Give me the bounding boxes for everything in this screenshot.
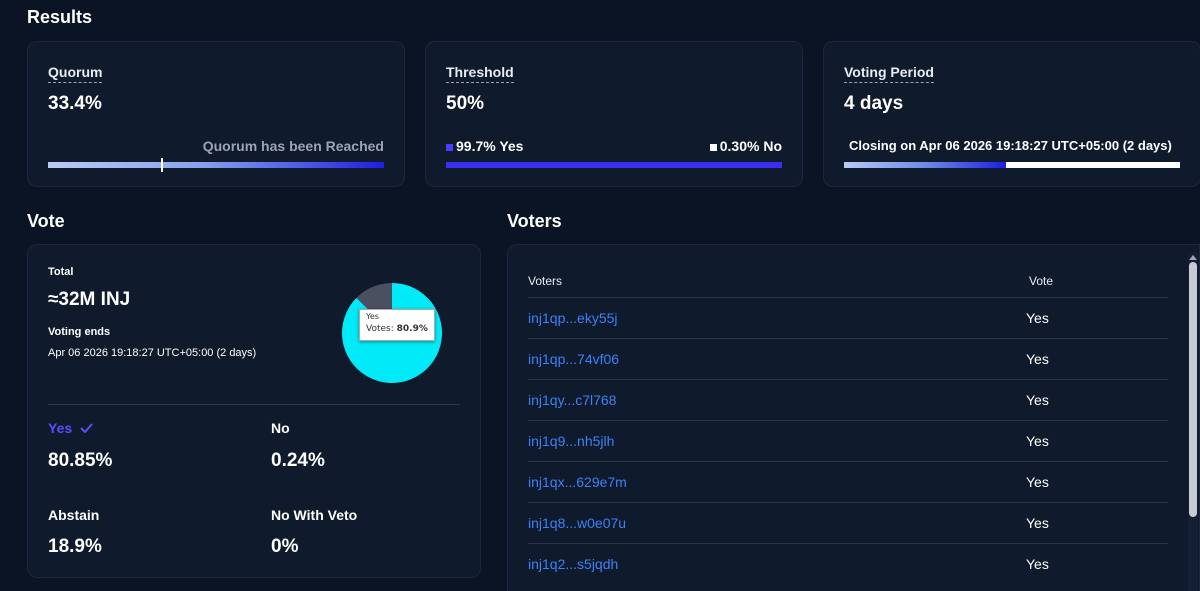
quorum-label[interactable]: Quorum <box>48 64 103 83</box>
voter-vote: Yes <box>1026 433 1049 449</box>
threshold-no: 0.30% No <box>709 138 782 154</box>
option-veto-label: No With Veto <box>271 507 358 523</box>
voter-vote: Yes <box>1026 351 1049 367</box>
threshold-yes: 99.7% Yes <box>446 138 523 154</box>
quorum-marker <box>161 158 163 172</box>
voting-period-bar <box>844 162 1180 168</box>
voting-period-value: 4 days <box>844 93 904 114</box>
voter-row: inj1q2...s5jqdh Yes <box>528 543 1168 584</box>
option-no-label: No <box>271 420 290 436</box>
threshold-no-label: 0.30% No <box>719 138 782 154</box>
voter-address-link[interactable]: inj1qp...74vf06 <box>528 351 620 367</box>
threshold-bar <box>446 162 782 168</box>
quorum-status: Quorum has been Reached <box>202 138 384 154</box>
voter-address-link[interactable]: inj1q9...nh5jlh <box>528 433 615 449</box>
vote-title: Vote <box>27 211 65 231</box>
voters-title: Voters <box>507 211 562 231</box>
yes-swatch-icon <box>446 143 453 151</box>
vote-card: Total ≈32M INJ Voting ends Apr 06 2026 1… <box>27 244 481 578</box>
quorum-card: Quorum 33.4% Quorum has been Reached <box>27 41 405 187</box>
option-abstain-label: Abstain <box>48 507 100 523</box>
voter-vote: Yes <box>1026 556 1049 572</box>
voter-row: inj1q9...nh5jlh Yes <box>528 420 1168 461</box>
voter-address-link[interactable]: inj1q2...s5jqdh <box>528 556 619 572</box>
voters-card: Voters Vote inj1qp...eky55j Yes inj1qp...7… <box>507 244 1200 591</box>
pie-tooltip: Yes Votes: 80.9% <box>359 309 435 341</box>
option-no-value: 0.24% <box>271 450 325 471</box>
voting-ends-label: Voting ends <box>48 326 111 338</box>
voter-row: inj1qx...629e7m Yes <box>528 461 1168 502</box>
check-icon <box>80 420 93 436</box>
threshold-value: 50% <box>446 93 485 114</box>
voter-vote: Yes <box>1026 474 1049 490</box>
option-abstain-value: 18.9% <box>48 536 102 557</box>
threshold-yes-label: 99.7% Yes <box>456 138 524 154</box>
vote-column-header: Vote <box>1029 274 1054 288</box>
option-yes-value: 80.85% <box>48 450 113 471</box>
voter-vote: Yes <box>1026 310 1049 326</box>
voting-period-card: Voting Period 4 days Closing on Apr 06 2… <box>823 41 1200 187</box>
voter-address-link[interactable]: inj1qx...629e7m <box>528 474 627 490</box>
threshold-card: Threshold 50% 99.7% Yes 0.30% No <box>425 41 803 187</box>
tooltip-title: Yes <box>366 312 379 321</box>
no-swatch-icon <box>709 143 717 151</box>
voters-column-header: Voters <box>528 274 563 288</box>
voting-period-elapsed <box>844 162 1006 168</box>
voter-row: inj1qp...74vf06 Yes <box>528 338 1168 379</box>
voter-vote: Yes <box>1026 392 1049 408</box>
results-title: Results <box>27 7 93 27</box>
closing-text: Closing on Apr 06 2026 19:18:27 UTC+05:0… <box>849 138 1172 153</box>
voter-row: inj1qp...eky55j Yes <box>528 297 1168 338</box>
vote-divider <box>48 404 460 405</box>
total-value: ≈32M INJ <box>48 289 131 310</box>
voter-address-link[interactable]: inj1qp...eky55j <box>528 310 618 326</box>
voter-vote: Yes <box>1026 515 1049 531</box>
scrollbar-up-arrow[interactable] <box>1189 255 1197 260</box>
voter-row: inj1q8...w0e07u Yes <box>528 502 1168 543</box>
option-yes-label: Yes <box>48 420 73 436</box>
total-label: Total <box>48 266 74 278</box>
voter-address-link[interactable]: inj1qy...c7l768 <box>528 392 617 408</box>
voting-period-label[interactable]: Voting Period <box>844 64 934 83</box>
option-yes: Yes <box>48 420 93 436</box>
threshold-label[interactable]: Threshold <box>446 64 514 83</box>
tooltip-text: Votes: 80.9% <box>366 324 428 334</box>
option-veto-value: 0% <box>271 536 299 557</box>
quorum-value: 33.4% <box>48 93 102 114</box>
voter-address-link[interactable]: inj1q8...w0e07u <box>528 515 627 531</box>
quorum-bar <box>48 162 384 168</box>
voter-row: inj1qy...c7l768 Yes <box>528 379 1168 420</box>
voting-ends-value: Apr 06 2026 19:18:27 UTC+05:00 (2 days) <box>48 347 257 359</box>
scrollbar-thumb[interactable] <box>1189 262 1197 517</box>
